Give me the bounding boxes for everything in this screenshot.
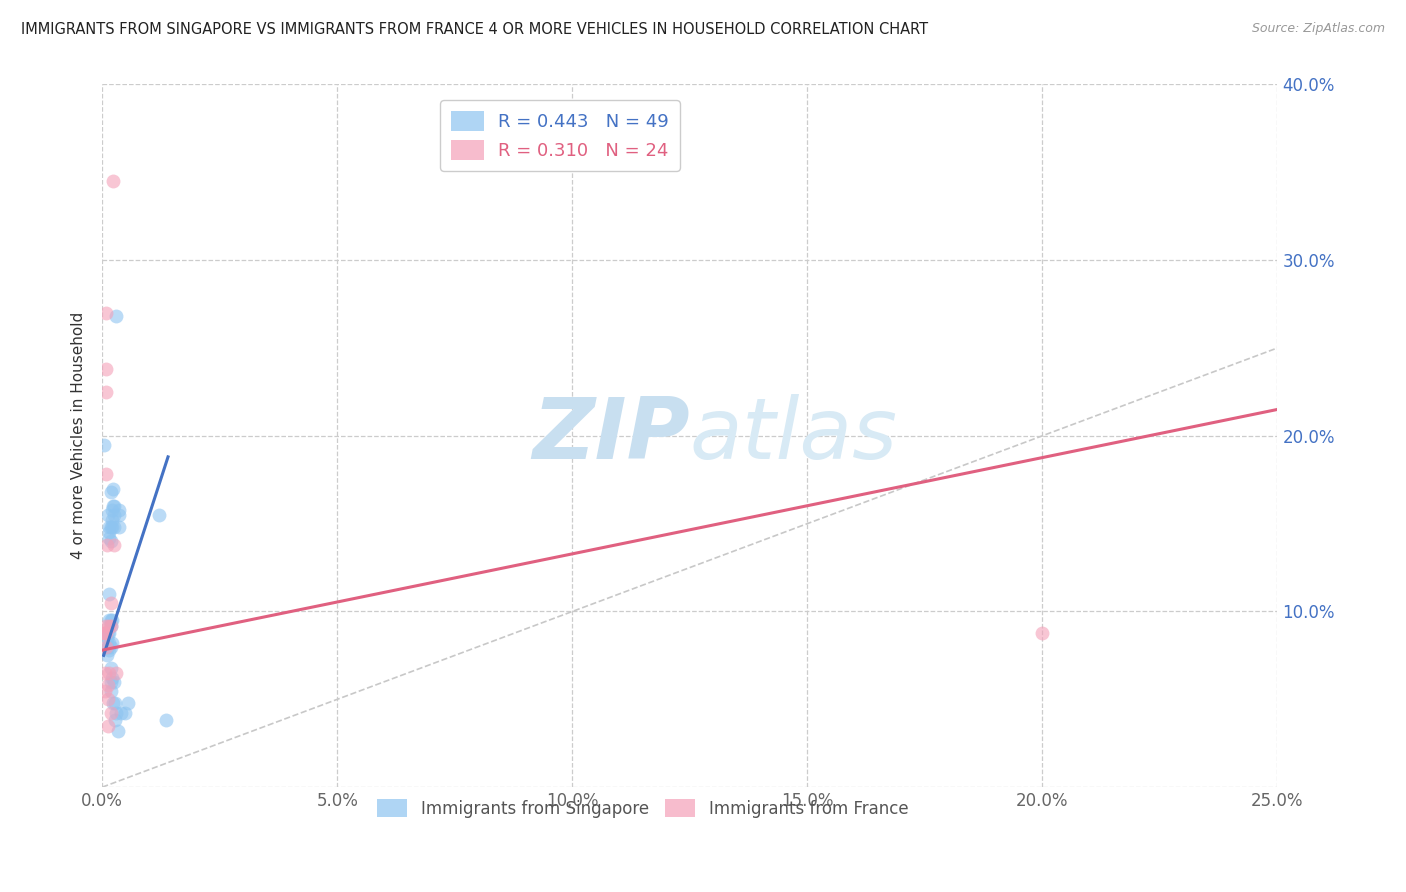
Immigrants from Singapore bbox=[100, 520, 122, 534]
Immigrants from Singapore bbox=[100, 613, 122, 627]
Immigrants from France bbox=[100, 618, 122, 632]
Immigrants from Singapore bbox=[98, 643, 121, 657]
Immigrants from Singapore bbox=[98, 520, 121, 534]
Immigrants from France bbox=[94, 384, 117, 399]
Immigrants from France bbox=[93, 665, 115, 680]
Immigrants from France bbox=[96, 538, 118, 552]
Immigrants from Singapore bbox=[98, 613, 121, 627]
Immigrants from Singapore bbox=[100, 636, 122, 650]
Immigrants from Singapore bbox=[100, 520, 122, 534]
Immigrants from Singapore bbox=[100, 534, 122, 549]
Immigrants from France bbox=[103, 538, 125, 552]
Immigrants from Singapore bbox=[100, 618, 122, 632]
Immigrants from Singapore bbox=[100, 502, 122, 516]
Immigrants from Singapore bbox=[97, 640, 120, 654]
Immigrants from Singapore bbox=[103, 520, 125, 534]
Immigrants from Singapore bbox=[97, 508, 120, 522]
Text: ZIP: ZIP bbox=[533, 394, 690, 477]
Immigrants from Singapore bbox=[104, 696, 127, 710]
Immigrants from Singapore bbox=[98, 525, 121, 540]
Immigrants from France bbox=[97, 692, 120, 706]
Immigrants from Singapore bbox=[155, 714, 177, 728]
Immigrants from Singapore bbox=[100, 674, 122, 689]
Immigrants from France bbox=[100, 596, 122, 610]
Immigrants from Singapore bbox=[107, 502, 129, 516]
Immigrants from Singapore bbox=[100, 613, 122, 627]
Immigrants from Singapore bbox=[100, 640, 122, 654]
Immigrants from France bbox=[98, 618, 121, 632]
Immigrants from Singapore bbox=[101, 696, 124, 710]
Immigrants from France bbox=[98, 665, 121, 680]
Immigrants from France bbox=[94, 625, 117, 640]
Text: atlas: atlas bbox=[690, 394, 898, 477]
Immigrants from Singapore bbox=[104, 714, 127, 728]
Immigrants from Singapore bbox=[96, 648, 118, 663]
Immigrants from France bbox=[94, 306, 117, 320]
Immigrants from Singapore bbox=[105, 706, 128, 721]
Immigrants from Singapore bbox=[101, 482, 124, 496]
Immigrants from Singapore bbox=[103, 499, 125, 513]
Immigrants from Singapore bbox=[100, 485, 122, 500]
Immigrants from Singapore bbox=[107, 508, 129, 522]
Immigrants from France bbox=[93, 683, 115, 698]
Immigrants from Singapore bbox=[98, 587, 121, 601]
Immigrants from Singapore bbox=[98, 625, 121, 640]
Legend: Immigrants from Singapore, Immigrants from France: Immigrants from Singapore, Immigrants fr… bbox=[371, 792, 915, 824]
Immigrants from France bbox=[97, 719, 120, 733]
Immigrants from Singapore bbox=[100, 671, 122, 685]
Text: IMMIGRANTS FROM SINGAPORE VS IMMIGRANTS FROM FRANCE 4 OR MORE VEHICLES IN HOUSEH: IMMIGRANTS FROM SINGAPORE VS IMMIGRANTS … bbox=[21, 22, 928, 37]
Immigrants from France bbox=[1031, 625, 1053, 640]
Immigrants from France bbox=[94, 640, 117, 654]
Immigrants from France bbox=[93, 625, 115, 640]
Immigrants from Singapore bbox=[148, 508, 170, 522]
Immigrants from France bbox=[101, 174, 124, 188]
Y-axis label: 4 or more Vehicles in Household: 4 or more Vehicles in Household bbox=[72, 312, 86, 559]
Immigrants from Singapore bbox=[97, 625, 120, 640]
Immigrants from Singapore bbox=[101, 499, 124, 513]
Immigrants from Singapore bbox=[93, 437, 115, 451]
Immigrants from France bbox=[94, 618, 117, 632]
Immigrants from Singapore bbox=[100, 661, 122, 675]
Immigrants from Singapore bbox=[100, 513, 122, 527]
Immigrants from France bbox=[94, 362, 117, 376]
Immigrants from Singapore bbox=[103, 674, 125, 689]
Immigrants from Singapore bbox=[107, 723, 129, 738]
Immigrants from France bbox=[100, 706, 122, 721]
Immigrants from France bbox=[97, 678, 120, 692]
Immigrants from France bbox=[94, 467, 117, 482]
Immigrants from Singapore bbox=[107, 520, 129, 534]
Immigrants from Singapore bbox=[117, 696, 139, 710]
Immigrants from France bbox=[93, 625, 115, 640]
Immigrants from Singapore bbox=[103, 508, 125, 522]
Immigrants from Singapore bbox=[98, 636, 121, 650]
Immigrants from Singapore bbox=[96, 631, 118, 645]
Immigrants from Singapore bbox=[110, 706, 132, 721]
Immigrants from Singapore bbox=[114, 706, 136, 721]
Immigrants from Singapore bbox=[98, 531, 121, 545]
Immigrants from Singapore bbox=[105, 310, 128, 324]
Immigrants from France bbox=[105, 665, 128, 680]
Text: Source: ZipAtlas.com: Source: ZipAtlas.com bbox=[1251, 22, 1385, 36]
Immigrants from Singapore bbox=[100, 683, 122, 698]
